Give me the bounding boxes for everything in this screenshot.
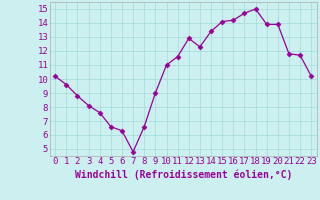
X-axis label: Windchill (Refroidissement éolien,°C): Windchill (Refroidissement éolien,°C): [75, 169, 292, 180]
